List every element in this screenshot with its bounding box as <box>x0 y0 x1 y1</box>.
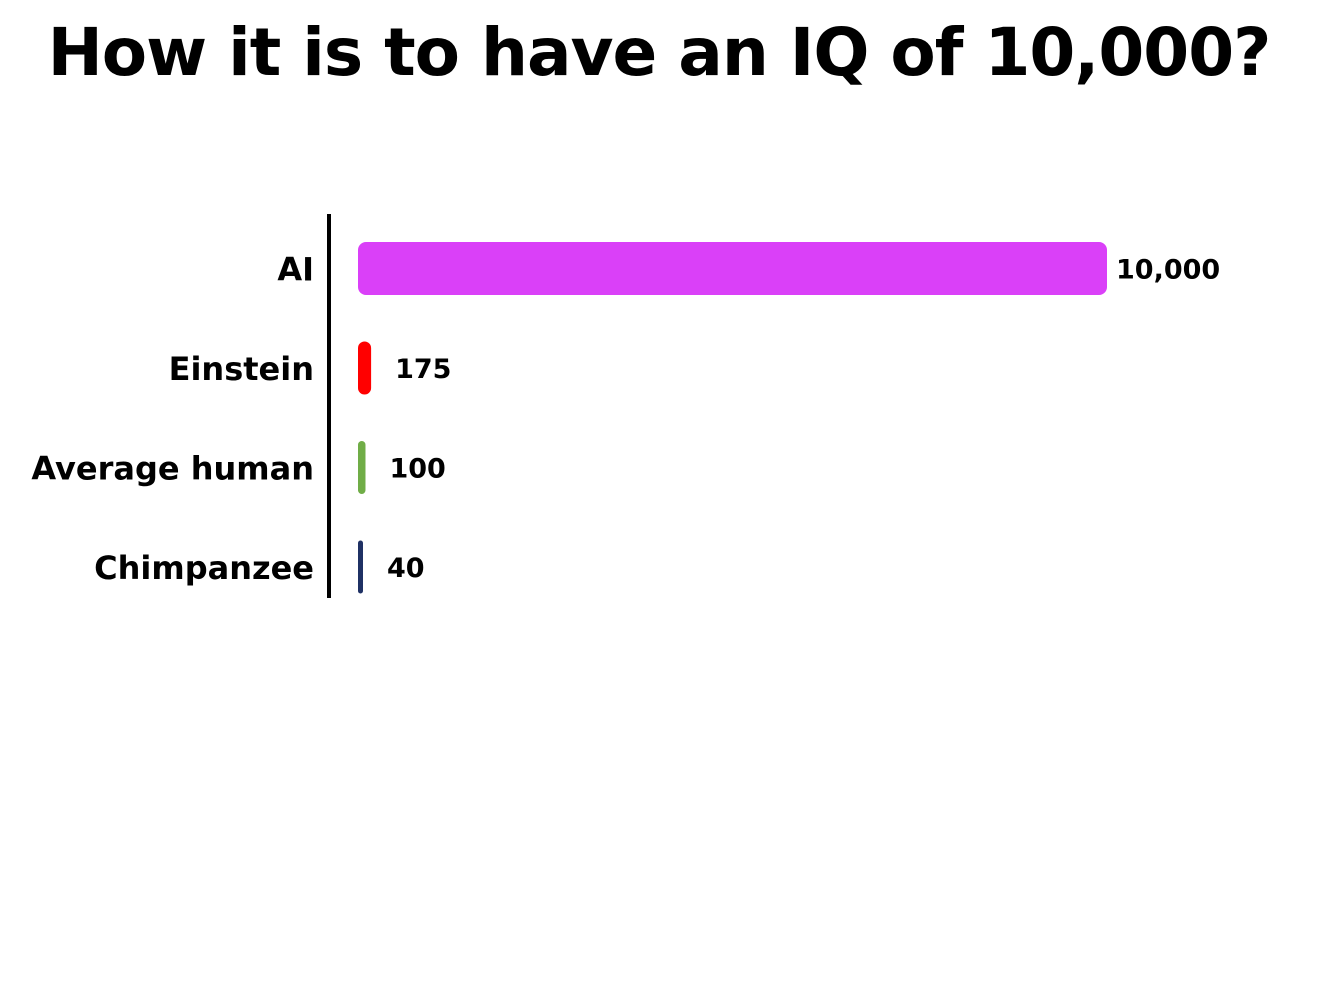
value-label: 100 <box>389 454 445 485</box>
value-label: 10,000 <box>1116 255 1220 286</box>
bar <box>358 540 363 594</box>
category-label: Chimpanzee <box>94 549 314 587</box>
category-label: Average human <box>31 450 314 488</box>
value-label: 40 <box>387 553 425 584</box>
bar <box>358 341 372 395</box>
bar <box>358 441 366 494</box>
bars-group: AI 10,000 Einstein 175 Average human 100 Chimp… <box>31 242 1220 594</box>
category-label: Einstein <box>169 350 314 388</box>
bar <box>358 242 1107 295</box>
chart-title: How it is to have an IQ of 10,000? <box>47 14 1272 91</box>
value-label: 175 <box>395 354 451 385</box>
category-label: AI <box>277 251 314 289</box>
